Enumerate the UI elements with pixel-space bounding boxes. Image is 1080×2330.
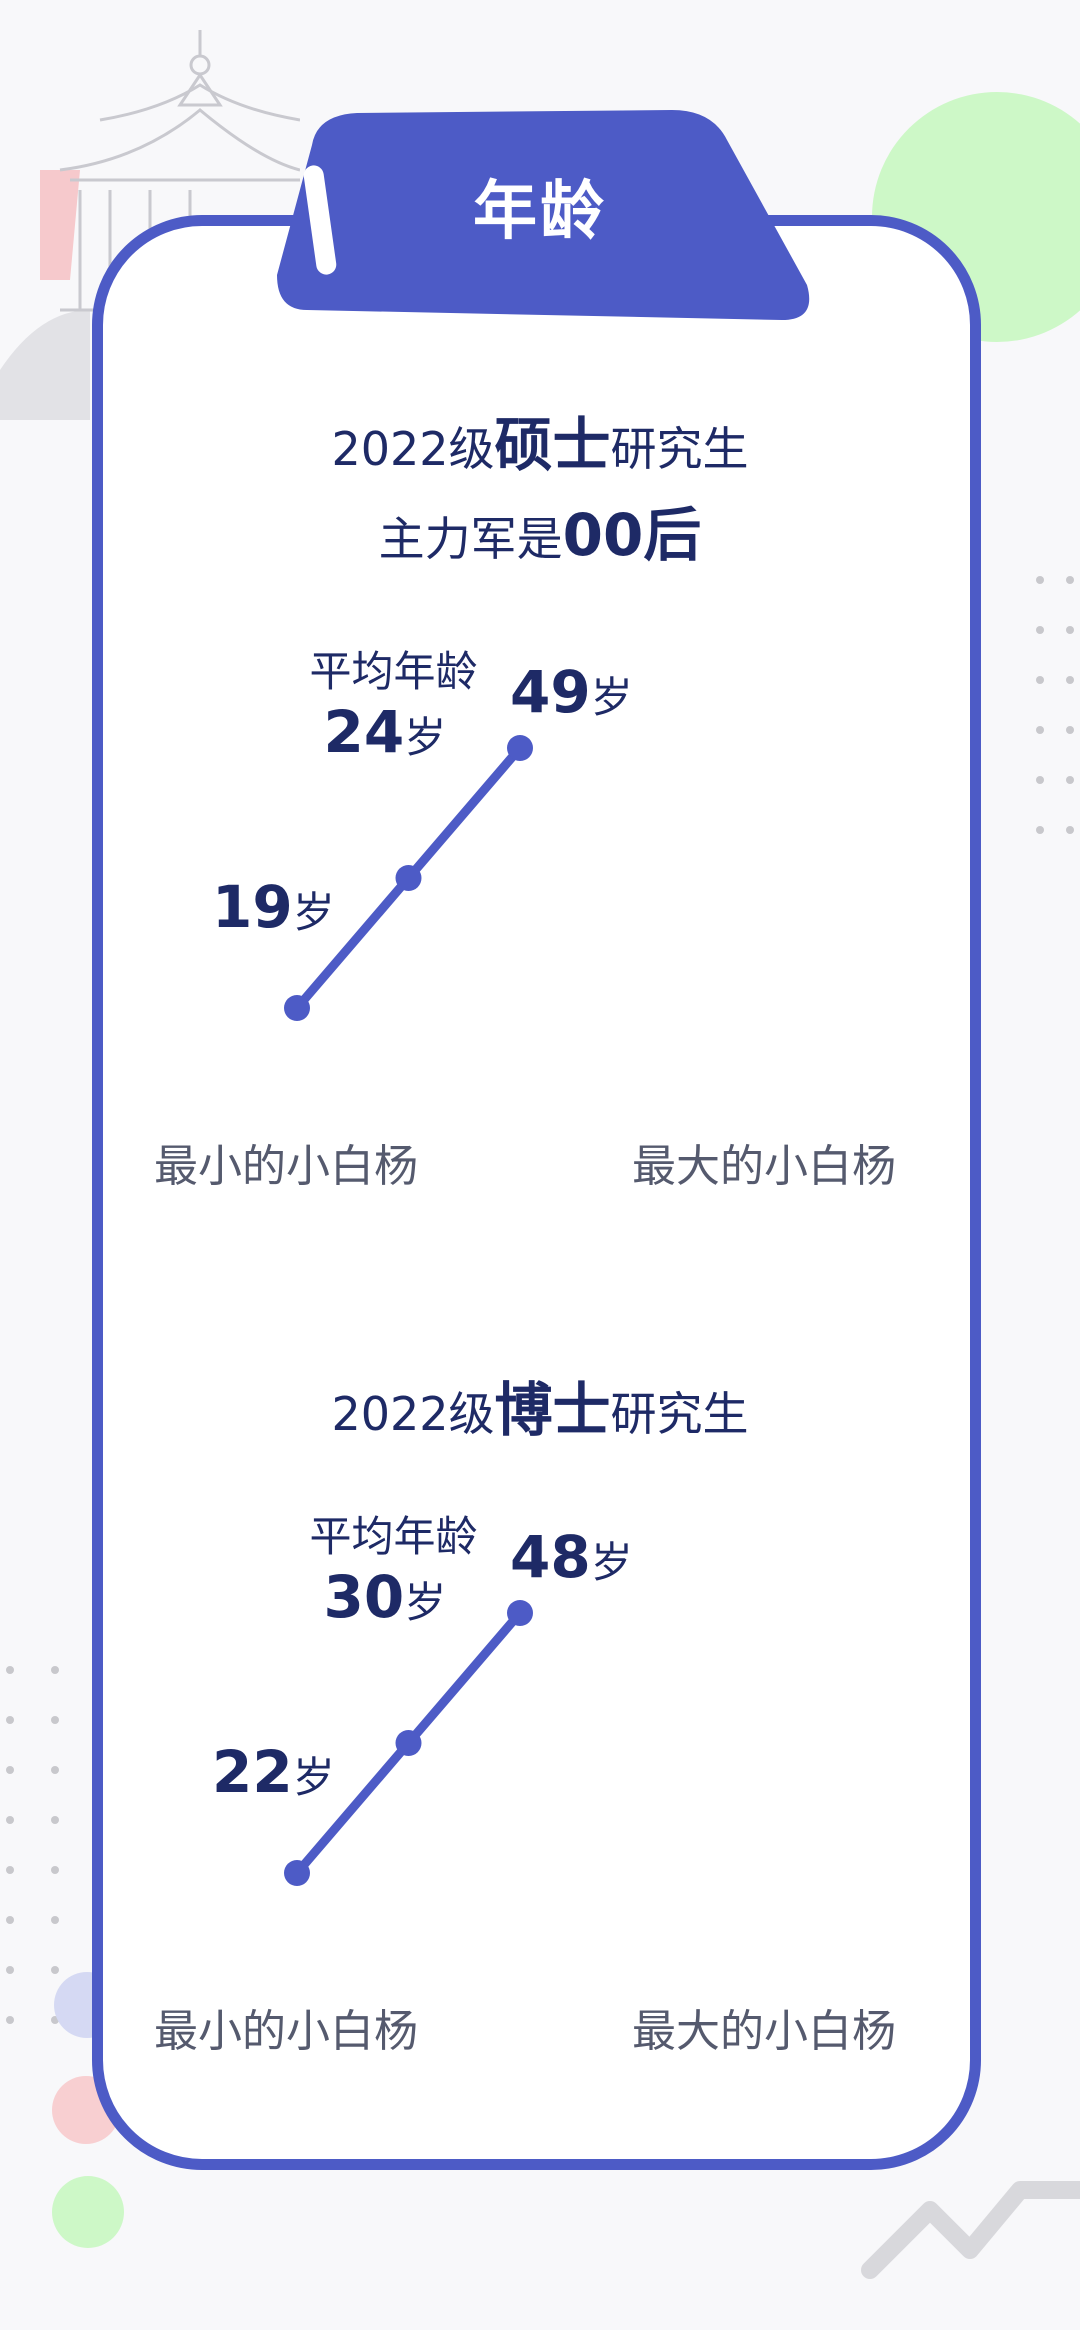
master-age-chart: 19岁 平均年龄 24岁 49岁 最小的小白杨 最大的小白杨 xyxy=(92,590,981,1230)
master-heading-suffix: 研究生 xyxy=(610,422,749,476)
master-heading: 2022级硕士研究生 xyxy=(220,398,860,482)
avg-label: 平均年龄 xyxy=(309,647,478,696)
category-label-max: 最大的小白杨 xyxy=(632,2006,896,2057)
value-max-unit: 岁 xyxy=(590,1538,633,1587)
decorative-zigzag xyxy=(861,2181,1080,2279)
category-label-min: 最小的小白杨 xyxy=(154,1141,418,1192)
master-heading-bold: 硕士 xyxy=(494,411,611,479)
value-label-max: 48岁 xyxy=(510,1523,633,1591)
value-label-max: 49岁 xyxy=(510,658,633,726)
master-subheading-bold: 00后 xyxy=(562,501,702,569)
master-chart-svg xyxy=(284,735,533,1021)
decorative-dot-grid xyxy=(6,1666,59,2024)
phd-heading-suffix: 研究生 xyxy=(610,1387,749,1441)
point-max xyxy=(507,1600,533,1626)
avg-label: 平均年龄 xyxy=(309,1512,478,1561)
phd-chart-svg xyxy=(284,1600,533,1886)
title-tab xyxy=(277,110,810,320)
series-line xyxy=(404,743,525,883)
decorative-dot-grid xyxy=(1036,576,1074,834)
value-max-unit: 岁 xyxy=(590,673,633,722)
value-max-number: 48 xyxy=(510,1523,591,1591)
point-avg xyxy=(395,865,422,891)
category-label-max: 最大的小白杨 xyxy=(632,1141,896,1192)
master-subheading-prefix: 主力军是 xyxy=(378,512,563,566)
value-label-avg: 24岁 xyxy=(324,698,447,766)
value-min-number: 19 xyxy=(212,873,293,941)
phd-heading-bold: 博士 xyxy=(494,1376,611,1444)
value-label-avg: 30岁 xyxy=(324,1563,447,1631)
value-avg-number: 24 xyxy=(323,698,405,766)
value-avg-number: 30 xyxy=(323,1563,405,1631)
decorative-green-circle xyxy=(52,2176,124,2248)
phd-age-chart: 22岁 平均年龄 30岁 48岁 最小的小白杨 最大的小白杨 xyxy=(92,1455,981,2095)
point-avg xyxy=(395,1730,422,1756)
value-avg-unit: 岁 xyxy=(404,713,447,762)
value-min-unit: 岁 xyxy=(292,1753,335,1802)
series-line xyxy=(292,873,413,1013)
master-subheading: 主力军是00后 xyxy=(220,488,860,572)
value-min-number: 22 xyxy=(212,1738,293,1806)
master-heading-prefix: 2022级 xyxy=(331,422,495,476)
point-max xyxy=(507,735,533,761)
series-line xyxy=(404,1608,525,1748)
value-label-min: 22岁 xyxy=(212,1738,335,1806)
series-line xyxy=(292,1738,413,1878)
category-label-min: 最小的小白杨 xyxy=(154,2006,418,2057)
point-min xyxy=(284,995,310,1021)
value-avg-unit: 岁 xyxy=(404,1578,447,1627)
value-max-number: 49 xyxy=(510,658,591,726)
value-min-unit: 岁 xyxy=(292,888,335,937)
page-title: 年龄 xyxy=(473,175,607,249)
point-min xyxy=(284,1860,310,1886)
value-label-min: 19岁 xyxy=(212,873,335,941)
phd-heading: 2022级博士研究生 xyxy=(220,1363,860,1447)
phd-heading-prefix: 2022级 xyxy=(331,1387,495,1441)
